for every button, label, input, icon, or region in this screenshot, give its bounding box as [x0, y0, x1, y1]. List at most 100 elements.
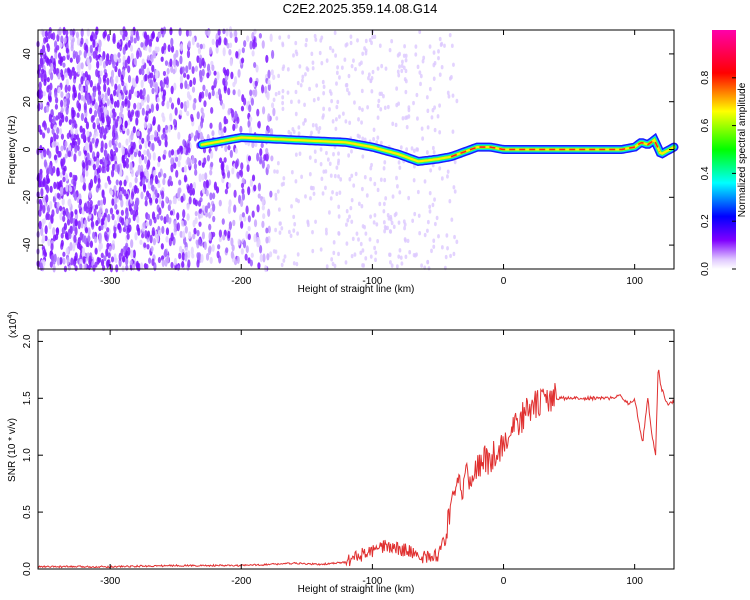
spectrogram-ridge-band — [200, 136, 676, 163]
spectrogram-noise-cell — [134, 91, 138, 97]
spectrogram-noise-cell — [38, 81, 42, 90]
spectrogram-noise-cell — [47, 213, 51, 221]
spectrogram-noise-cell — [370, 89, 374, 94]
spectrogram-noise-cell — [432, 244, 436, 249]
spectrogram-noise-cell — [109, 93, 113, 102]
spectrogram-noise-cell — [431, 145, 435, 151]
spectrogram-noise-cell — [155, 103, 159, 112]
spectrogram-noise-cell — [368, 237, 372, 242]
spectrogram-noise-cell — [68, 119, 72, 126]
spectrogram-noise-cell — [177, 131, 181, 140]
spectrogram-noise-cell — [322, 169, 326, 174]
spectrogram-noise-cell — [304, 118, 307, 123]
spectrogram-noise-cell — [453, 189, 457, 194]
spectrogram-noise-cell — [360, 88, 364, 94]
spectrogram-noise-cell — [146, 94, 150, 104]
spectrogram-noise-cell — [117, 52, 121, 58]
spectrogram-noise-cell — [294, 89, 298, 95]
snr-y-tick-label: 0.0 — [22, 562, 33, 576]
spectrogram-noise-cell — [277, 73, 281, 79]
spectrogram-noise-cell — [64, 173, 69, 182]
spectrogram-noise-cell — [141, 137, 145, 144]
spectrogram-noise-cell — [234, 30, 238, 38]
spectrogram-noise-cell — [242, 97, 247, 106]
spectrogram-noise-cell — [143, 149, 147, 156]
spectrogram-noise-cell — [246, 164, 250, 172]
spectrogram-noise-cell — [62, 176, 66, 183]
spectrogram-noise-cell — [362, 263, 366, 268]
spectrogram-noise-cell — [136, 34, 140, 42]
spectrogram-noise-cell — [188, 60, 192, 70]
spectrogram-noise-cell — [269, 190, 273, 198]
spectrogram-noise-cell — [66, 257, 70, 266]
spectrogram-noise-cell — [136, 224, 140, 232]
spectrogram-noise-cell — [139, 180, 143, 187]
spectrogram-noise-cell — [297, 131, 301, 136]
spectrogram-noise-cell — [118, 117, 122, 126]
spectrogram-noise-cell — [100, 125, 105, 135]
spectrogram-noise-cell — [283, 254, 287, 259]
spectrogram-noise-cell — [444, 254, 448, 260]
spectrogram-noise-cell — [127, 119, 131, 126]
spectrogram-noise-cell — [247, 233, 251, 241]
spectrogram-noise-cell — [389, 229, 393, 234]
spectrogram-noise-cell — [404, 238, 407, 243]
spectrogram-noise-cell — [100, 252, 104, 259]
spectrogram-noise-cell — [186, 110, 190, 117]
spectrogram-noise-cell — [428, 204, 432, 210]
spectrogram-noise-cell — [296, 231, 299, 236]
spectrogram-noise-cell — [93, 109, 98, 118]
spectrogram-noise-cell — [129, 260, 133, 266]
spectrogram-noise-cell — [60, 239, 64, 247]
spectrogram-noise-cell — [428, 86, 432, 92]
spectrogram-noise-cell — [151, 211, 156, 220]
spectrogram-noise-cell — [125, 162, 129, 169]
spectrogram-noise-cell — [151, 64, 155, 73]
spectrogram-noise-cell — [130, 239, 134, 249]
spectrogram-noise-cell — [198, 221, 202, 227]
spectrogram-noise-cell — [245, 205, 249, 215]
spectrogram-noise-cell — [253, 233, 257, 243]
spectrogram-noise-cell — [97, 90, 102, 96]
spectrogram-noise-cell — [160, 27, 164, 35]
spectrogram-noise-cell — [401, 116, 405, 121]
spectrogram-noise-cell — [320, 60, 324, 66]
spectrogram-noise-cell — [269, 128, 274, 137]
spectrogram-noise-cell — [170, 37, 174, 47]
spectrogram-noise-cell — [321, 191, 325, 196]
spectrogram-noise-cell — [358, 106, 362, 111]
spectrogram-noise-cell — [143, 242, 147, 248]
spectrogram-noise-cell — [40, 226, 44, 237]
spectrogram-noise-cell — [293, 222, 297, 227]
spectrogram-noise-cell — [319, 38, 323, 43]
spectrogram-noise-cell — [401, 59, 404, 65]
spectrogram-noise-cell — [40, 150, 44, 160]
spectrogram-noise-cell — [317, 129, 321, 134]
spectrogram-noise-cell — [42, 132, 46, 139]
spectrogram-noise-cell — [46, 44, 51, 53]
spectrogram-noise-cell — [278, 230, 282, 235]
spectrogram-noise-cell — [183, 174, 188, 183]
spectrogram-noise-cell — [165, 213, 170, 223]
spectrogram-noise-cell — [45, 184, 50, 194]
spectrogram-noise-cell — [281, 100, 285, 106]
spectrogram-noise-cell — [172, 198, 176, 204]
spectrogram-noise-cell — [426, 228, 429, 234]
spectrogram-noise-cell — [451, 129, 455, 134]
spectrogram-noise-cell — [52, 32, 56, 41]
spectrogram-noise-cell — [218, 37, 222, 46]
spectrogram-noise-cell — [104, 142, 108, 150]
spectrogram-noise-cell — [103, 127, 108, 136]
spectrogram-noise-cell — [77, 92, 81, 101]
spectrogram-noise-cell — [383, 160, 387, 165]
spectrogram-noise-cell — [324, 227, 328, 233]
spectrogram-noise-cell — [331, 48, 335, 53]
spectrogram-noise-cell — [331, 190, 334, 195]
spectrogram-noise-cell — [118, 111, 123, 119]
spectrogram-noise-cell — [304, 72, 307, 77]
spectrogram-noise-cell — [416, 116, 419, 121]
colorbar-tick-label: 0.0 — [700, 262, 711, 276]
spectrogram-noise-cell — [440, 65, 444, 70]
spectrogram-noise-cell — [94, 102, 98, 111]
spectrogram-noise-cell — [405, 147, 409, 152]
